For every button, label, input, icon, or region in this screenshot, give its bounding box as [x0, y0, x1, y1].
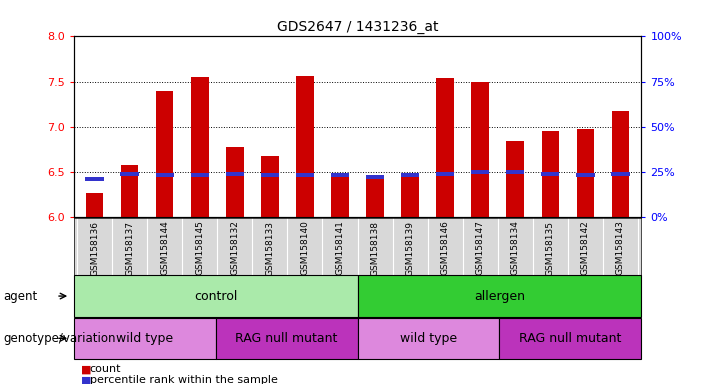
Text: GSM158147: GSM158147 [476, 220, 484, 275]
Text: GSM158144: GSM158144 [161, 220, 169, 275]
Bar [436, 172, 454, 175]
Bar [541, 172, 559, 175]
Bar [296, 174, 314, 177]
Bar [74, 318, 216, 359]
Bar [366, 175, 384, 179]
Bar [506, 170, 524, 174]
Bar [226, 147, 244, 217]
Bar [86, 177, 104, 181]
Bar [261, 174, 279, 177]
Text: GSM158135: GSM158135 [546, 220, 554, 276]
Text: GSM158140: GSM158140 [301, 220, 309, 275]
Text: genotype/variation: genotype/variation [4, 332, 116, 345]
Text: GSM158143: GSM158143 [616, 220, 625, 275]
Text: GSM158141: GSM158141 [336, 220, 344, 275]
Bar [191, 174, 209, 177]
Bar [121, 172, 139, 175]
Bar [436, 78, 454, 217]
Bar [86, 193, 104, 217]
Text: wild type: wild type [400, 332, 457, 345]
Text: GSM158139: GSM158139 [406, 220, 414, 276]
Bar [402, 177, 419, 217]
Text: GSM158133: GSM158133 [266, 220, 274, 276]
Text: wild type: wild type [116, 332, 173, 345]
Text: GSM158134: GSM158134 [511, 220, 519, 275]
Bar [156, 174, 174, 177]
Text: GSM158142: GSM158142 [581, 220, 590, 275]
Bar [611, 172, 629, 175]
Bar [226, 172, 244, 175]
Bar [500, 318, 641, 359]
Text: ■: ■ [81, 364, 91, 374]
Bar [121, 165, 139, 217]
Title: GDS2647 / 1431236_at: GDS2647 / 1431236_at [277, 20, 438, 34]
Bar [367, 178, 384, 217]
Bar [358, 275, 641, 317]
Bar [216, 318, 358, 359]
Text: RAG null mutant: RAG null mutant [519, 332, 622, 345]
Bar [191, 77, 209, 217]
Text: percentile rank within the sample: percentile rank within the sample [90, 375, 278, 384]
Bar [74, 275, 358, 317]
Bar [506, 141, 524, 217]
Text: GSM158137: GSM158137 [125, 220, 134, 276]
Text: allergen: allergen [474, 290, 525, 303]
Bar [156, 91, 174, 217]
Bar [331, 174, 349, 177]
Text: control: control [194, 290, 237, 303]
Text: GSM158138: GSM158138 [371, 220, 379, 276]
Text: GSM158136: GSM158136 [90, 220, 99, 276]
Bar [471, 170, 489, 174]
Text: agent: agent [4, 290, 38, 303]
Bar [358, 318, 500, 359]
Text: count: count [90, 364, 121, 374]
Bar [471, 82, 489, 217]
Bar [332, 177, 349, 217]
Bar [261, 156, 278, 217]
Text: GSM158146: GSM158146 [441, 220, 449, 275]
Text: RAG null mutant: RAG null mutant [236, 332, 338, 345]
Bar [577, 129, 594, 217]
Bar [297, 76, 314, 217]
Text: ■: ■ [81, 375, 91, 384]
Bar [612, 111, 629, 217]
Text: GSM158145: GSM158145 [196, 220, 204, 275]
Bar [576, 174, 594, 177]
Text: GSM158132: GSM158132 [231, 220, 239, 275]
Bar [401, 174, 419, 177]
Bar [542, 131, 559, 217]
